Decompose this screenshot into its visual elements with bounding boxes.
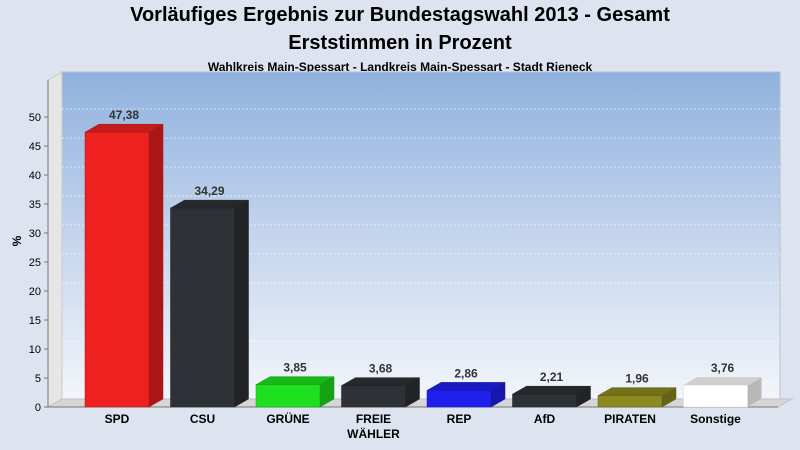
bar xyxy=(426,390,492,408)
bar xyxy=(512,393,577,408)
bar-top xyxy=(84,123,164,133)
value-label: 3,68 xyxy=(369,362,393,376)
y-tick-label: 15 xyxy=(29,315,41,327)
value-label: 3,85 xyxy=(283,361,307,375)
y-axis-title: % xyxy=(10,235,24,246)
bar-top xyxy=(511,385,592,395)
y-tick-label: 10 xyxy=(29,344,41,356)
category-label: FREIE xyxy=(356,412,391,426)
plot-back-wall xyxy=(61,71,781,400)
bar xyxy=(597,395,663,408)
y-tick-label: 5 xyxy=(35,373,41,385)
value-label: 47,38 xyxy=(109,108,139,122)
value-labels: 47,38 34,29 3,85 3,68 2,86 2,21 1,96 3,76 xyxy=(109,108,735,385)
value-label: 3,76 xyxy=(711,361,735,375)
bar xyxy=(341,385,406,408)
chart-subtitle: Wahlkreis Main-Spessart - Landkreis Main… xyxy=(207,60,593,74)
category-label: SPD xyxy=(105,412,130,426)
y-tick-label: 45 xyxy=(29,141,41,153)
bar-top xyxy=(255,376,335,385)
category-label: Sonstige xyxy=(690,412,741,426)
value-label: 1,96 xyxy=(625,372,649,386)
category-label: GRÜNE xyxy=(266,411,309,426)
value-label: 2,21 xyxy=(540,370,564,384)
value-label: 2,86 xyxy=(454,366,478,380)
y-tick-label: 30 xyxy=(29,228,41,240)
category-label: REP xyxy=(447,412,472,426)
chart-title-line2: Erststimmen in Prozent xyxy=(288,32,512,54)
y-tick-label: 25 xyxy=(29,257,41,269)
y-tick-label: 40 xyxy=(29,170,41,182)
category-label: WÄHLER xyxy=(347,426,400,441)
bars xyxy=(84,123,763,408)
plot-side-wall xyxy=(47,71,63,408)
y-tick-label: 35 xyxy=(29,199,41,211)
bar xyxy=(170,207,235,408)
y-axis-ticks: 0 5 10 15 20 25 30 35 40 45 50 xyxy=(29,112,48,414)
bar xyxy=(255,384,321,408)
y-tick-label: 20 xyxy=(29,286,41,298)
bar-top xyxy=(426,382,506,391)
bar-top xyxy=(682,376,763,386)
bar xyxy=(683,384,748,408)
bar-top xyxy=(340,377,421,386)
category-label: CSU xyxy=(190,412,215,426)
category-label: AfD xyxy=(534,412,556,426)
bar-top xyxy=(597,387,677,396)
title-block: Vorläufiges Ergebnis zur Bundestagswahl … xyxy=(0,0,800,74)
bar xyxy=(84,131,150,408)
chart-title: Vorläufiges Ergebnis zur Bundestagswahl … xyxy=(130,4,670,26)
bar-side xyxy=(234,199,249,408)
bar-side xyxy=(148,123,164,408)
category-label: PIRATEN xyxy=(604,412,656,426)
y-tick-label: 0 xyxy=(35,402,41,414)
bar-top xyxy=(169,199,250,209)
y-tick-label: 50 xyxy=(29,112,41,124)
value-label: 34,29 xyxy=(194,184,224,198)
